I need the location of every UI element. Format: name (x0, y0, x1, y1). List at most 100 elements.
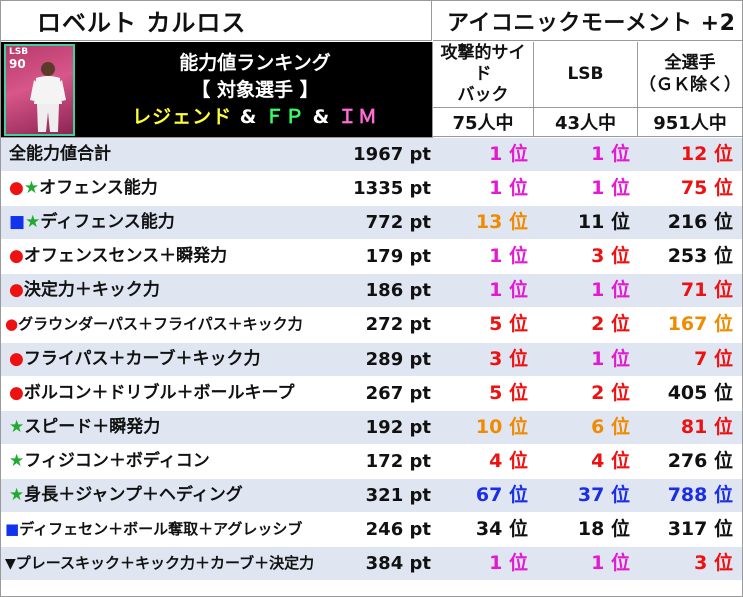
rank-unit: 位 (713, 143, 733, 165)
rank-number: 81 (680, 415, 714, 438)
stat-label: ●フライパス＋カーブ＋キック力 (9, 343, 260, 376)
column-header-position: LSB (534, 42, 638, 108)
rank-cell: 71 位 (681, 274, 733, 307)
rank-cell: 10 位 (476, 411, 528, 444)
rank-number: 71 (680, 279, 714, 302)
stat-value: 772 pt (365, 212, 431, 234)
rank-number: 11 (577, 211, 611, 234)
rank-cell: 1 位 (489, 172, 528, 205)
stat-label: ★スピード＋瞬発力 (9, 411, 160, 444)
rank-number: 167 (667, 313, 714, 336)
rank-cell: 67 位 (476, 479, 528, 512)
rank-unit: 位 (508, 245, 528, 268)
rank-cell: 5 位 (489, 377, 528, 410)
player-figure-icon (30, 62, 66, 132)
rank-cell: 4 位 (591, 445, 630, 478)
rank-cell: 1 位 (489, 138, 528, 171)
rank-cell: 1 位 (591, 547, 630, 580)
red-dot-icon: ● (9, 382, 24, 403)
column-header-position-group: 攻撃的サイド バック (433, 42, 534, 108)
stat-label: ●グラウンダーパス＋フライパス＋キック力 (5, 308, 303, 341)
rank-unit: 位 (610, 415, 630, 438)
rank-unit: 位 (610, 211, 630, 234)
table-row: ●決定力＋キック力 186 pt 1 位 1 位 71 位 (1, 274, 742, 309)
rank-number: 37 (577, 483, 611, 506)
stat-value: 321 pt (365, 484, 431, 506)
rank-unit: 位 (713, 279, 733, 302)
column-count: 951人中 (638, 108, 742, 137)
stat-label: ●決定力＋キック力 (9, 274, 160, 307)
rank-number: 1 (489, 552, 509, 575)
stat-value: 179 pt (365, 246, 431, 268)
rank-cell: 3 位 (489, 343, 528, 376)
star-icon: ★ (23, 178, 40, 199)
column-count: 75人中 (433, 108, 534, 137)
rank-unit: 位 (610, 449, 630, 472)
stat-value: 186 pt (365, 280, 431, 302)
rank-unit: 位 (508, 552, 528, 575)
rank-number: 12 (680, 143, 714, 165)
star-icon: ★ (9, 484, 25, 505)
red-dot-icon: ● (9, 348, 24, 369)
stat-name: ボルコン＋ドリブル＋ボールキープ (23, 382, 295, 403)
rank-cell: 3 位 (694, 547, 733, 580)
rank-cell: 216 位 (668, 206, 733, 239)
column-label: 攻撃的サイド バック (440, 42, 526, 106)
rank-unit: 位 (508, 415, 528, 438)
rank-cell: 34 位 (476, 513, 528, 546)
rank-unit: 位 (610, 177, 630, 200)
rank-cell: 1 位 (591, 274, 630, 307)
rank-cell: 37 位 (578, 479, 630, 512)
rank-unit: 位 (508, 381, 528, 404)
rank-number: 4 (591, 449, 611, 472)
rank-cell: 1 位 (591, 138, 630, 171)
star-icon: ★ (9, 416, 25, 437)
rank-number: 1 (591, 143, 611, 165)
rank-number: 3 (694, 552, 714, 575)
panel-title: 能力値ランキング (179, 52, 331, 74)
stat-value: 172 pt (365, 450, 431, 472)
rank-number: 4 (489, 449, 509, 472)
player-name: ロベルト カルロス (1, 1, 432, 41)
stat-label: ●★オフェンス能力 (9, 172, 158, 205)
rank-unit: 位 (713, 245, 733, 268)
rank-cell: 81 位 (681, 411, 733, 444)
stat-value: 1335 pt (353, 178, 431, 200)
stat-value: 1967 pt (353, 144, 431, 165)
rank-cell: 405 位 (668, 377, 733, 410)
rank-cell: 788 位 (668, 479, 733, 512)
column-label: 全選手 （ＧＫ除く） (639, 53, 741, 95)
stat-label: ●ボルコン＋ドリブル＋ボールキープ (9, 377, 294, 410)
rank-unit: 位 (713, 381, 733, 404)
rank-cell: 18 位 (578, 513, 630, 546)
rank-number: 317 (667, 518, 714, 541)
stat-label: ▼プレースキック＋キック力＋カーブ＋決定力 (5, 547, 314, 580)
column-header-all-players: 全選手 （ＧＫ除く） (638, 42, 742, 108)
rank-cell: 317 位 (668, 513, 733, 546)
rank-number: 13 (475, 211, 509, 234)
player-card-image: LSB 90 (4, 44, 75, 136)
rank-number: 1 (489, 143, 509, 165)
blue-square-icon: ■ (9, 212, 26, 233)
rank-cell: 1 位 (489, 274, 528, 307)
rank-number: 276 (667, 449, 714, 472)
rank-unit: 位 (713, 347, 733, 370)
red-dot-icon: ● (9, 178, 24, 199)
stat-name: オフェンス能力 (39, 178, 158, 199)
red-dot-icon: ● (9, 246, 24, 267)
rank-number: 7 (694, 347, 714, 370)
rank-number: 216 (667, 211, 714, 234)
rank-cell: 3 位 (591, 240, 630, 273)
rank-number: 253 (667, 245, 714, 268)
panel-subtitle: 【 対象選手 】 (191, 79, 319, 101)
